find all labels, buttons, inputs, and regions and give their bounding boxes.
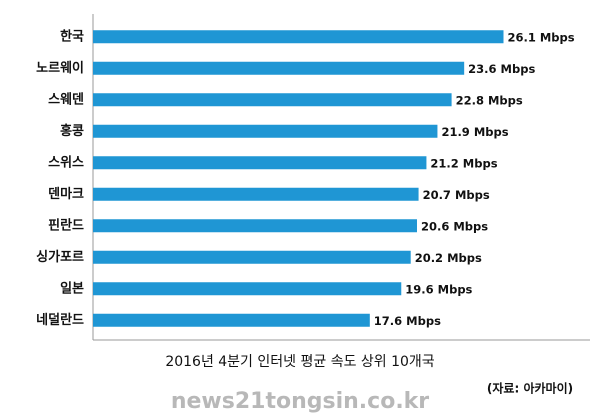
bar	[93, 156, 427, 170]
value-label: 23.6 Mbps	[468, 62, 535, 76]
value-label: 19.6 Mbps	[405, 282, 472, 296]
category-label: 싱가포르	[36, 250, 84, 265]
category-label: 스위스	[48, 155, 84, 170]
bar	[93, 124, 438, 138]
category-label: 핀란드	[48, 217, 84, 233]
value-label: 22.8 Mbps	[456, 93, 523, 107]
category-label: 노르웨이	[36, 60, 84, 76]
source: (자료: 아카마이)	[487, 381, 573, 396]
value-label: 20.2 Mbps	[415, 251, 482, 265]
watermark: news21tongsin.co.kr	[171, 389, 429, 414]
bar	[93, 61, 465, 75]
bar	[93, 250, 411, 264]
category-label: 덴마크	[48, 186, 84, 202]
value-label: 21.9 Mbps	[441, 125, 508, 139]
category-label: 스웨덴	[48, 91, 84, 107]
bar	[93, 219, 417, 233]
value-label: 21.2 Mbps	[430, 156, 497, 170]
value-label: 20.6 Mbps	[421, 219, 488, 233]
bar	[93, 30, 504, 44]
category-label: 일본	[60, 281, 84, 296]
bar	[93, 187, 419, 201]
category-label: 네덜란드	[36, 312, 84, 328]
category-label: 한국	[60, 28, 84, 44]
value-label: 26.1 Mbps	[507, 30, 574, 44]
x-axis-title: 2016년 4분기 인터넷 평균 속도 상위 10개국	[165, 354, 434, 370]
value-label: 20.7 Mbps	[423, 188, 490, 202]
bar	[93, 93, 452, 107]
category-label: 홍콩	[60, 123, 84, 139]
value-label: 17.6 Mbps	[374, 314, 441, 328]
bar	[93, 282, 402, 296]
bar	[93, 313, 370, 327]
